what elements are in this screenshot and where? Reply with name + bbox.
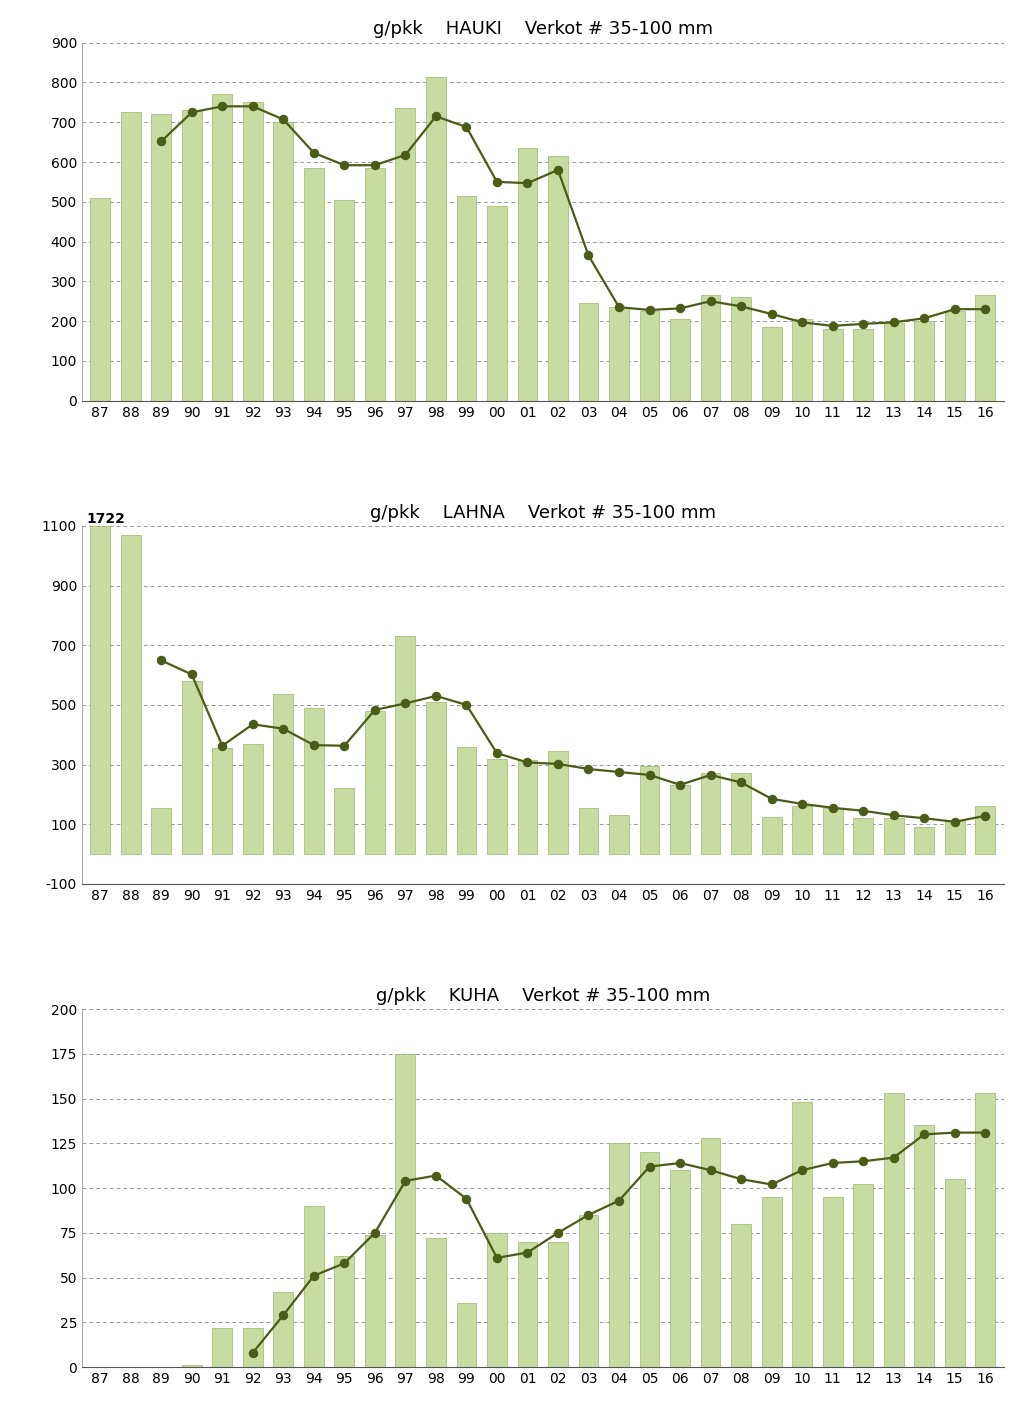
Bar xyxy=(945,1179,965,1367)
Bar xyxy=(640,312,659,400)
Bar xyxy=(731,1223,751,1367)
Bar xyxy=(793,806,812,854)
Bar xyxy=(243,1327,263,1367)
Bar xyxy=(243,103,263,400)
Bar xyxy=(304,708,324,854)
Bar xyxy=(853,329,873,400)
Text: 1722: 1722 xyxy=(86,511,125,525)
Bar xyxy=(914,320,934,400)
Bar xyxy=(457,197,476,400)
Bar xyxy=(182,1366,202,1367)
Bar xyxy=(426,1239,445,1367)
Bar xyxy=(762,328,781,400)
Bar xyxy=(914,1125,934,1367)
Bar xyxy=(853,819,873,854)
Bar xyxy=(609,308,629,400)
Bar xyxy=(517,148,538,400)
Bar xyxy=(365,711,385,854)
Bar xyxy=(304,1206,324,1367)
Bar xyxy=(365,168,385,400)
Bar xyxy=(517,1242,538,1367)
Bar xyxy=(609,1143,629,1367)
Bar xyxy=(90,198,111,400)
Bar xyxy=(822,1198,843,1367)
Bar xyxy=(609,815,629,854)
Bar xyxy=(517,760,538,854)
Bar xyxy=(822,807,843,854)
Bar xyxy=(670,786,690,854)
Bar xyxy=(548,157,568,400)
Bar xyxy=(975,806,995,854)
Bar xyxy=(335,1256,354,1367)
Bar xyxy=(945,312,965,400)
Bar xyxy=(426,702,445,854)
Bar xyxy=(395,1054,416,1367)
Bar xyxy=(731,773,751,854)
Bar xyxy=(762,817,781,854)
Bar xyxy=(670,319,690,400)
Bar xyxy=(579,1215,598,1367)
Bar xyxy=(487,206,507,400)
Bar xyxy=(640,1152,659,1367)
Title: g/pkk    LAHNA    Verkot # 35-100 mm: g/pkk LAHNA Verkot # 35-100 mm xyxy=(370,504,716,521)
Bar xyxy=(914,827,934,854)
Bar xyxy=(793,1102,812,1367)
Bar xyxy=(762,1198,781,1367)
Bar xyxy=(731,298,751,400)
Bar xyxy=(884,1094,903,1367)
Bar xyxy=(700,295,721,400)
Bar xyxy=(975,1094,995,1367)
Bar xyxy=(579,807,598,854)
Bar xyxy=(182,110,202,400)
Bar xyxy=(243,743,263,854)
Bar xyxy=(884,323,903,400)
Bar xyxy=(884,819,903,854)
Bar xyxy=(457,1303,476,1367)
Bar xyxy=(793,319,812,400)
Bar xyxy=(121,112,140,400)
Bar xyxy=(426,77,445,400)
Bar xyxy=(700,773,721,854)
Bar xyxy=(670,1171,690,1367)
Bar xyxy=(212,748,232,854)
Bar xyxy=(579,303,598,400)
Bar xyxy=(395,637,416,854)
Bar xyxy=(121,535,140,854)
Bar xyxy=(975,295,995,400)
Bar xyxy=(822,329,843,400)
Bar xyxy=(395,108,416,400)
Bar xyxy=(700,1138,721,1367)
Title: g/pkk    KUHA    Verkot # 35-100 mm: g/pkk KUHA Verkot # 35-100 mm xyxy=(376,987,710,1005)
Bar xyxy=(182,681,202,854)
Bar xyxy=(853,1185,873,1367)
Bar xyxy=(212,94,232,400)
Bar xyxy=(273,695,293,854)
Bar xyxy=(90,525,111,854)
Bar xyxy=(152,114,171,400)
Bar xyxy=(152,807,171,854)
Bar xyxy=(640,766,659,854)
Bar xyxy=(335,199,354,400)
Bar xyxy=(273,122,293,400)
Title: g/pkk    HAUKI    Verkot # 35-100 mm: g/pkk HAUKI Verkot # 35-100 mm xyxy=(373,20,713,38)
Bar xyxy=(487,759,507,854)
Bar xyxy=(212,1327,232,1367)
Bar xyxy=(548,1242,568,1367)
Bar xyxy=(945,822,965,854)
Bar xyxy=(335,789,354,854)
Bar xyxy=(457,746,476,854)
Bar xyxy=(487,1233,507,1367)
Bar xyxy=(304,168,324,400)
Bar xyxy=(365,1235,385,1367)
Bar xyxy=(273,1292,293,1367)
Bar xyxy=(548,750,568,854)
